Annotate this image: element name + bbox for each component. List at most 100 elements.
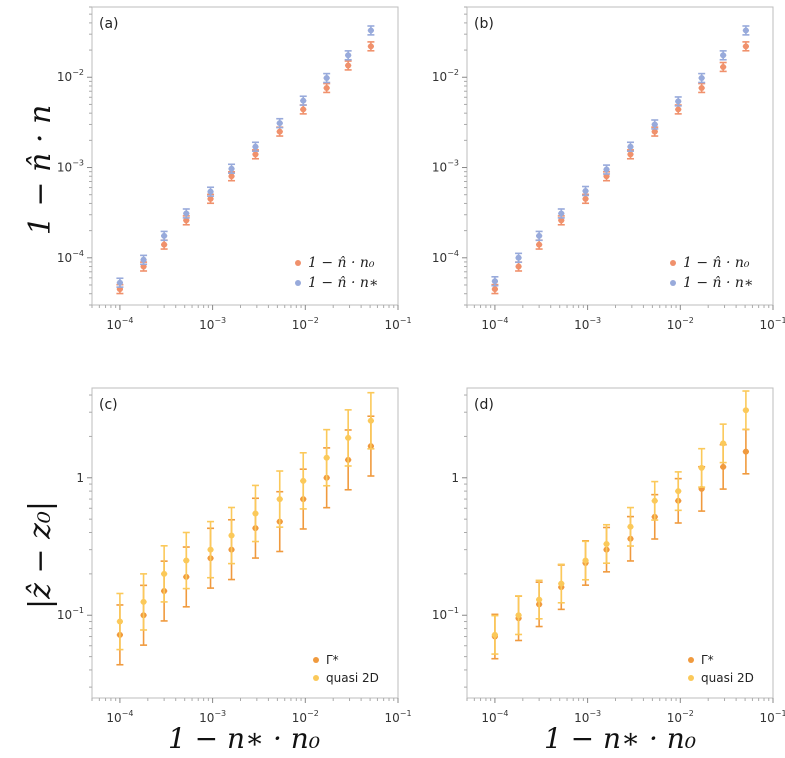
- data-point: [720, 463, 727, 470]
- data-point: [323, 75, 330, 82]
- legend-marker: [313, 657, 319, 663]
- data-point: [720, 440, 727, 447]
- legend-label: quasi 2D: [701, 671, 754, 685]
- data-point: [116, 618, 123, 625]
- x-tick-label: 10−1: [384, 709, 411, 725]
- data-point: [228, 173, 235, 180]
- series-1: [116, 391, 375, 651]
- series-1: [491, 390, 750, 655]
- data-point: [183, 210, 190, 217]
- data-point: [116, 279, 123, 286]
- legend-marker: [688, 675, 694, 681]
- y-tick-label: 10−4: [57, 249, 84, 265]
- panel-label: (a): [99, 16, 119, 32]
- panel-a: 10−4 10−3 10−2 10−1 10−4 10−3 10−2 (a) 1 − n̂ · …: [57, 6, 412, 332]
- data-point: [183, 557, 190, 564]
- x-tick-label: 10−3: [574, 709, 601, 725]
- x-tick-label: 10−2: [667, 709, 694, 725]
- panel-b: 10−4 10−3 10−2 10−1 10−4 10−3 10−2 (b) 1 − n̂ · …: [432, 6, 785, 332]
- data-point: [742, 448, 749, 455]
- data-point: [207, 188, 214, 195]
- series-1: [116, 25, 375, 288]
- data-point: [276, 496, 283, 503]
- legend-label: 1 − n̂ · n₀: [683, 255, 750, 271]
- series-1: [491, 25, 750, 287]
- data-point: [582, 195, 589, 202]
- data-point: [603, 540, 610, 547]
- x-tick-label: 10−3: [199, 709, 226, 725]
- data-point: [515, 254, 522, 261]
- data-point: [720, 63, 727, 70]
- data-point: [536, 232, 543, 239]
- data-point: [491, 631, 498, 638]
- data-point: [323, 85, 330, 92]
- y-tick-label: 10−3: [432, 159, 459, 175]
- data-point: [742, 27, 749, 34]
- ylabel-bottom: |ẑ − z₀|: [23, 501, 58, 609]
- legend-label: Γ*: [701, 653, 714, 667]
- x-tick-label: 10−1: [759, 709, 785, 725]
- data-point: [627, 151, 634, 158]
- data-point: [300, 477, 307, 484]
- data-point: [675, 488, 682, 495]
- x-tick-label: 10−2: [667, 316, 694, 332]
- panels: 10−4 10−3 10−2 10−1 10−4 10−3 10−2 (a) 1 − n̂ · …: [57, 6, 785, 725]
- legend-label: 1 − n̂ · n∗: [683, 275, 753, 291]
- x-tick-label: 10−2: [292, 316, 319, 332]
- data-point: [228, 165, 235, 172]
- series-0: [116, 415, 375, 666]
- ylabel-top: 1 − n̂ · n: [23, 105, 58, 236]
- legend-label: Γ*: [326, 653, 339, 667]
- data-point: [698, 75, 705, 82]
- data-point: [276, 128, 283, 135]
- data-point: [536, 241, 543, 248]
- x-tick-label: 10−4: [106, 709, 133, 725]
- legend-label: quasi 2D: [326, 671, 379, 685]
- data-point: [675, 98, 682, 105]
- data-point: [536, 596, 543, 603]
- data-point: [252, 510, 259, 517]
- data-point: [515, 612, 522, 619]
- data-point: [323, 454, 330, 461]
- data-point: [558, 210, 565, 217]
- panel-label: (b): [474, 16, 494, 32]
- data-point: [161, 241, 168, 248]
- y-tick-label: 10−3: [57, 159, 84, 175]
- legend: Γ* quasi 2D: [688, 653, 754, 685]
- legend-marker: [295, 280, 301, 286]
- legend: Γ* quasi 2D: [313, 653, 379, 685]
- data-point: [627, 523, 634, 530]
- data-point: [698, 464, 705, 471]
- data-point: [161, 570, 168, 577]
- legend-marker: [313, 675, 319, 681]
- data-point: [161, 232, 168, 239]
- y-tick-label: 1: [76, 471, 84, 485]
- data-point: [252, 151, 259, 158]
- plot-frame: [91, 6, 399, 306]
- legend-label: 1 − n̂ · n₀: [308, 255, 375, 271]
- panel-label: (c): [99, 397, 118, 413]
- data-point: [651, 497, 658, 504]
- data-point: [720, 52, 727, 59]
- data-point: [742, 407, 749, 414]
- x-tick-label: 10−2: [292, 709, 319, 725]
- y-tick-label: 10−1: [57, 606, 84, 622]
- y-tick-label: 10−4: [432, 249, 459, 265]
- data-point: [345, 52, 352, 59]
- data-point: [140, 256, 147, 263]
- data-point: [300, 106, 307, 113]
- data-point: [491, 278, 498, 285]
- data-point: [558, 217, 565, 224]
- legend-marker: [688, 657, 694, 663]
- data-point: [491, 286, 498, 293]
- plot-frame: [466, 387, 774, 699]
- plot-frame: [466, 6, 774, 306]
- data-point: [183, 217, 190, 224]
- legend-label: 1 − n̂ · n∗: [308, 275, 378, 291]
- panel-c: 10−4 10−3 10−2 10−1 10−1 1 (c) Γ* quasi 2D: [57, 387, 412, 725]
- series-0: [491, 428, 750, 660]
- data-point: [582, 557, 589, 564]
- y-tick-label: 10−1: [432, 606, 459, 622]
- x-tick-label: 10−1: [384, 316, 411, 332]
